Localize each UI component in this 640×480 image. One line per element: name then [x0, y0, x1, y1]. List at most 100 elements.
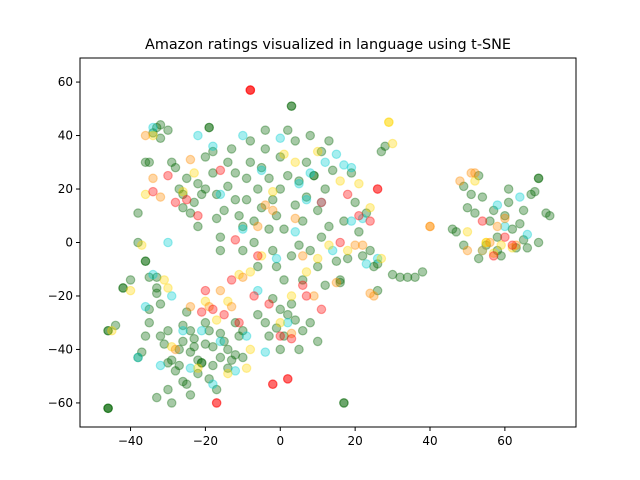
- scatter-point-rating_4: [238, 130, 248, 141]
- scatter-point-rating_1: [200, 285, 211, 296]
- scatter-point-rating_5: [256, 202, 267, 213]
- scatter-point-rating_1: [211, 398, 222, 408]
- scatter-point-rating_2: [185, 154, 196, 165]
- scatter-point-rating_3: [166, 341, 177, 352]
- scatter-point-rating_4: [256, 165, 267, 176]
- scatter-point-rating_5: [185, 347, 196, 357]
- scatter-point-rating_1: [253, 251, 263, 261]
- scatter-point-rating_5: [526, 189, 536, 200]
- scatter-point-rating_1: [267, 379, 278, 390]
- scatter-point-rating_5: [193, 355, 203, 365]
- scatter-point-rating_5: [238, 352, 248, 363]
- y-axis: −60 −40 −20 0 20 40 60: [48, 75, 80, 410]
- scatter-point-rating_2: [238, 272, 248, 283]
- scatter-point-rating_3: [496, 240, 506, 250]
- scatter-point-rating_5: [166, 398, 177, 408]
- scatter-point-rating_3: [507, 243, 518, 253]
- scatter-point-rating_5: [196, 358, 207, 368]
- scatter-point-rating_5: [530, 186, 540, 197]
- scatter-point-rating_5: [211, 189, 222, 200]
- scatter-point-rating_3: [354, 178, 364, 189]
- scatter-point-rating_1: [215, 165, 226, 176]
- scatter-point-rating_5: [458, 181, 469, 192]
- scatter-point-rating_5: [166, 355, 177, 365]
- scatter-point-rating_1: [335, 237, 345, 248]
- scatter-point-rating_3: [245, 267, 256, 277]
- scatter-point-rating_5: [458, 240, 469, 250]
- scatter-point-rating_4: [230, 366, 241, 376]
- scatter-point-rating_5: [253, 184, 263, 194]
- scatter-point-rating_1: [163, 170, 173, 181]
- scatter-point-rating_5: [462, 202, 473, 213]
- scatter-point-rating_4: [215, 189, 226, 200]
- scatter-point-rating_5: [230, 194, 241, 205]
- scatter-point-rating_5: [200, 317, 211, 328]
- scatter-point-rating_3: [178, 186, 188, 197]
- scatter-point-rating_1: [249, 291, 259, 301]
- scatter-point-rating_5: [346, 168, 357, 178]
- scatter-point-rating_4: [515, 192, 525, 202]
- scatter-point-rating_5: [305, 245, 316, 256]
- scatter-point-rating_5: [320, 280, 330, 291]
- scatter-point-rating_5: [249, 237, 259, 248]
- scatter-point-rating_2: [357, 240, 368, 250]
- scatter-point-rating_5: [316, 232, 327, 242]
- scatter-point-rating_5: [223, 363, 233, 373]
- scatter-point-rating_5: [223, 344, 233, 355]
- scatter-point-rating_5: [275, 344, 286, 355]
- scatter-point-rating_5: [466, 189, 476, 200]
- x-tick-label: 20: [347, 434, 362, 448]
- scatter-point-rating_1: [245, 85, 256, 95]
- scatter-point-rating_5: [372, 285, 383, 296]
- scatter-point-rating_5: [290, 315, 301, 325]
- scatter-point-rating_5: [178, 320, 188, 331]
- scatter-point-rating_5: [335, 275, 345, 285]
- scatter-point-rating_3: [193, 363, 203, 373]
- scatter-point-rating_1: [148, 186, 158, 197]
- scatter-point-rating_5: [264, 331, 274, 341]
- scatter-point-rating_5: [185, 208, 196, 218]
- scatter-point-rating_1: [316, 304, 327, 315]
- scatter-point-rating_2: [185, 301, 196, 312]
- scatter-point-rating_1: [301, 291, 312, 301]
- scatter-point-rating_3: [241, 363, 252, 373]
- scatter-point-rating_5: [151, 122, 162, 133]
- scatter-point-rating_5: [286, 101, 297, 111]
- scatter-point-rating_3: [159, 275, 170, 285]
- scatter-point-rating_4: [294, 178, 304, 189]
- scatter-point-rating_4: [346, 162, 357, 173]
- scatter-point-rating_2: [477, 245, 488, 256]
- scatter-point-rating_4: [477, 245, 488, 256]
- scatter-point-rating_4: [339, 160, 349, 170]
- scatter-point-rating_5: [376, 146, 387, 157]
- scatter-point-rating_2: [369, 291, 379, 301]
- scatter-point-rating_3: [279, 149, 289, 160]
- scatter-point-rating_5: [309, 170, 319, 181]
- scatter-point-rating_4: [357, 213, 368, 224]
- scatter-point-rating_5: [267, 245, 278, 256]
- scatter-point-rating_2: [470, 168, 480, 178]
- scatter-point-rating_4: [301, 194, 312, 205]
- scatter-point-rating_4: [253, 285, 263, 296]
- scatter-point-rating_1: [264, 299, 274, 309]
- scatter-point-rating_5: [271, 261, 282, 272]
- scatter-point-rating_4: [196, 325, 207, 336]
- y-tick-label: −20: [48, 289, 73, 303]
- scatter-point-rating_5: [219, 205, 229, 216]
- scatter-point-rating_5: [380, 141, 390, 152]
- scatter-point-rating_3: [481, 237, 491, 248]
- y-tick-label: −60: [48, 396, 73, 410]
- scatter-point-rating_3: [189, 168, 199, 178]
- scatter-point-rating_3: [387, 138, 398, 149]
- scatter-point-rating_5: [264, 224, 274, 234]
- scatter-point-rating_5: [301, 157, 312, 168]
- scatter-point-rating_2: [170, 344, 181, 355]
- scatter-point-rating_5: [410, 272, 420, 283]
- scatter-point-rating_5: [282, 170, 293, 181]
- scatter-point-rating_5: [339, 216, 349, 226]
- scatter-point-rating_4: [346, 216, 357, 226]
- scatter-point-rating_5: [103, 325, 113, 336]
- scatter-point-rating_1: [507, 240, 518, 250]
- scatter-point-rating_1: [488, 251, 499, 261]
- scatter-point-rating_5: [234, 210, 244, 221]
